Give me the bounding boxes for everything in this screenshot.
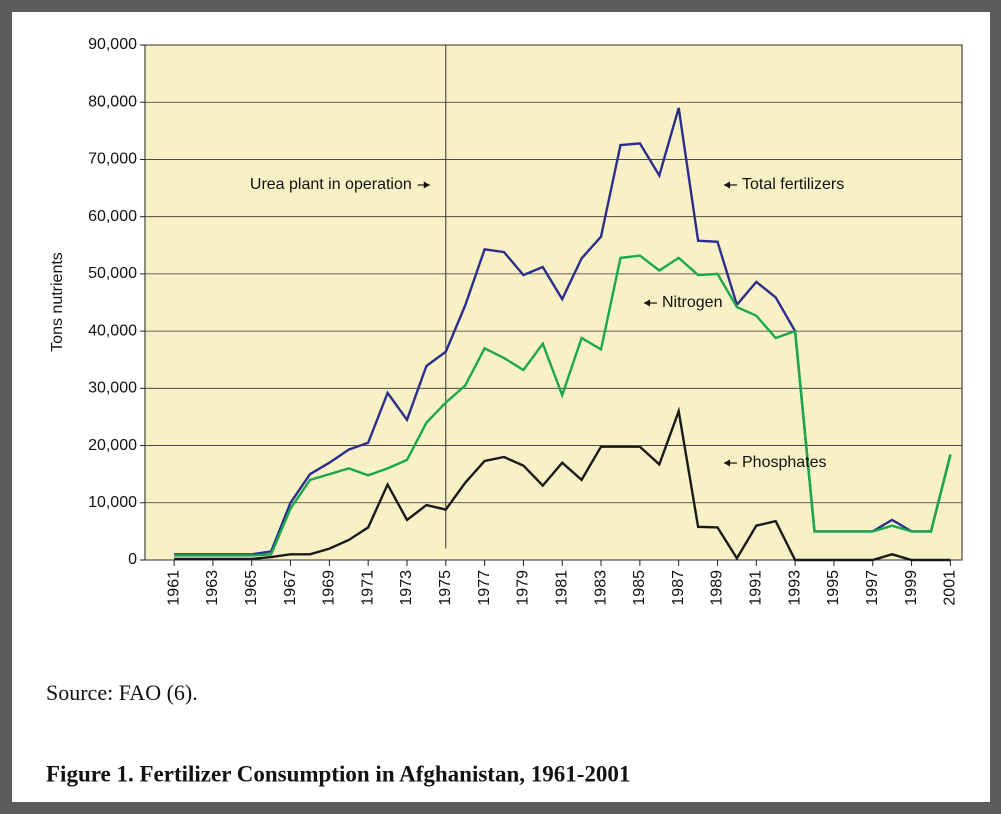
series-label: Total fertilizers	[742, 176, 844, 193]
y-tick-label: 0	[128, 551, 137, 568]
x-tick-label: 1985	[631, 570, 648, 606]
arrow-head	[423, 181, 430, 189]
x-tick-label: 1993	[786, 570, 803, 606]
y-tick-label: 70,000	[88, 151, 137, 168]
x-tick-label: 1969	[321, 570, 338, 606]
x-tick-label: 1983	[592, 570, 609, 606]
x-tick-label: 1975	[437, 570, 454, 606]
x-tick-label: 1973	[398, 570, 415, 606]
x-tick-label: 1981	[553, 570, 570, 606]
x-tick-label: 1963	[204, 570, 221, 606]
y-tick-label: 30,000	[88, 380, 137, 397]
y-tick-label: 50,000	[88, 265, 137, 282]
series-line	[174, 406, 951, 562]
x-tick-label: 1967	[282, 570, 299, 606]
y-tick-label: 60,000	[88, 208, 137, 225]
x-tick-label: 2001	[942, 570, 959, 606]
y-tick-label: 20,000	[88, 437, 137, 454]
arrow-head	[644, 299, 650, 307]
x-tick-label: 1999	[903, 570, 920, 606]
y-tick-label: 40,000	[88, 322, 137, 339]
x-tick-label: 1991	[748, 570, 765, 606]
annotation-text: Urea plant in operation	[250, 176, 412, 193]
arrow-head	[724, 181, 730, 189]
series-label: Nitrogen	[662, 294, 722, 311]
x-tick-label: 1971	[359, 570, 376, 606]
x-tick-label: 1997	[864, 570, 881, 606]
x-tick-label: 1989	[709, 570, 726, 606]
series-label: Phosphates	[742, 454, 827, 471]
x-tick-label: 1965	[243, 570, 260, 606]
y-tick-label: 10,000	[88, 494, 137, 511]
x-tick-label: 1987	[670, 570, 687, 606]
y-tick-label: 80,000	[88, 93, 137, 110]
plot-area	[144, 44, 963, 561]
y-axis-label: Tons nutrients	[49, 252, 66, 352]
x-tick-label: 1979	[515, 570, 532, 606]
x-tick-label: 1977	[476, 570, 493, 606]
series-line	[174, 254, 952, 557]
chart-title: Figure 1. Fertilizer Consumption in Afgh…	[46, 761, 630, 786]
source: Source: FAO (6).	[46, 680, 198, 705]
y-tick-label: 90,000	[88, 36, 137, 53]
chart-layer: 0 10,000 20,000 30,000 40,000 50,000 60,000 70,…	[88, 36, 962, 606]
arrow-head	[724, 459, 730, 467]
x-tick-label: 1961	[165, 570, 182, 606]
x-tick-label: 1995	[825, 570, 842, 606]
